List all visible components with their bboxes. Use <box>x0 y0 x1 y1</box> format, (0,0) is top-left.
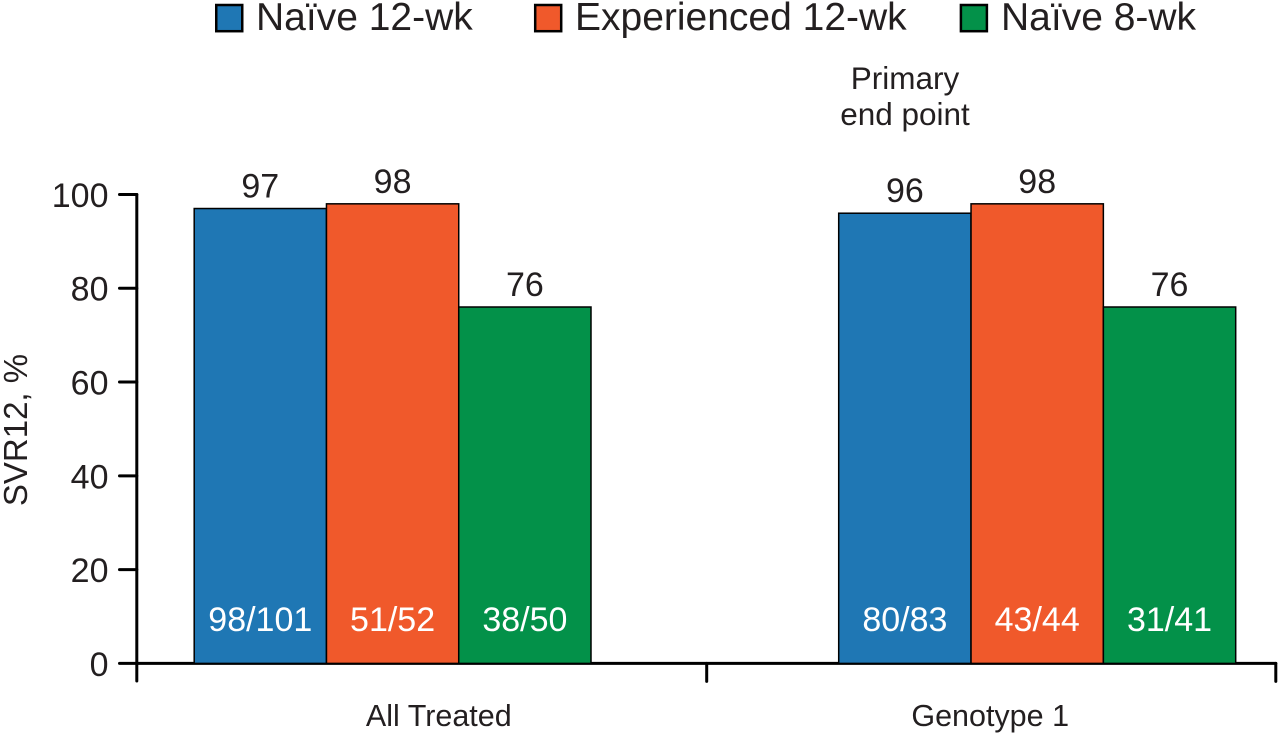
svg-text:100: 100 <box>52 177 109 215</box>
svg-text:96: 96 <box>886 172 924 210</box>
svg-text:20: 20 <box>71 552 109 590</box>
svg-text:40: 40 <box>71 458 109 496</box>
svg-text:Naïve 8-wk: Naïve 8-wk <box>1001 0 1197 39</box>
svg-text:Naïve 12-wk: Naïve 12-wk <box>256 0 473 39</box>
svg-text:76: 76 <box>506 266 544 304</box>
svg-text:98: 98 <box>1018 163 1056 201</box>
svg-text:43/44: 43/44 <box>995 601 1080 639</box>
svg-text:97: 97 <box>241 168 279 206</box>
svg-text:80: 80 <box>71 271 109 309</box>
svg-text:76: 76 <box>1151 266 1189 304</box>
svg-text:Experienced 12-wk: Experienced 12-wk <box>575 0 907 39</box>
svg-text:98: 98 <box>374 163 412 201</box>
svg-text:0: 0 <box>90 646 109 684</box>
svg-text:SVR12, %: SVR12, % <box>0 354 34 506</box>
svg-text:end point: end point <box>840 96 970 132</box>
svg-text:Primary: Primary <box>851 60 960 96</box>
svg-text:80/83: 80/83 <box>862 601 947 639</box>
svg-text:98/101: 98/101 <box>208 601 312 639</box>
svg-text:38/50: 38/50 <box>482 601 567 639</box>
svg-text:51/52: 51/52 <box>350 601 435 639</box>
svg-text:60: 60 <box>71 365 109 403</box>
svg-text:Genotype 1: Genotype 1 <box>911 699 1069 733</box>
svg-text:31/41: 31/41 <box>1127 601 1212 639</box>
svg-text:All Treated: All Treated <box>366 699 512 733</box>
